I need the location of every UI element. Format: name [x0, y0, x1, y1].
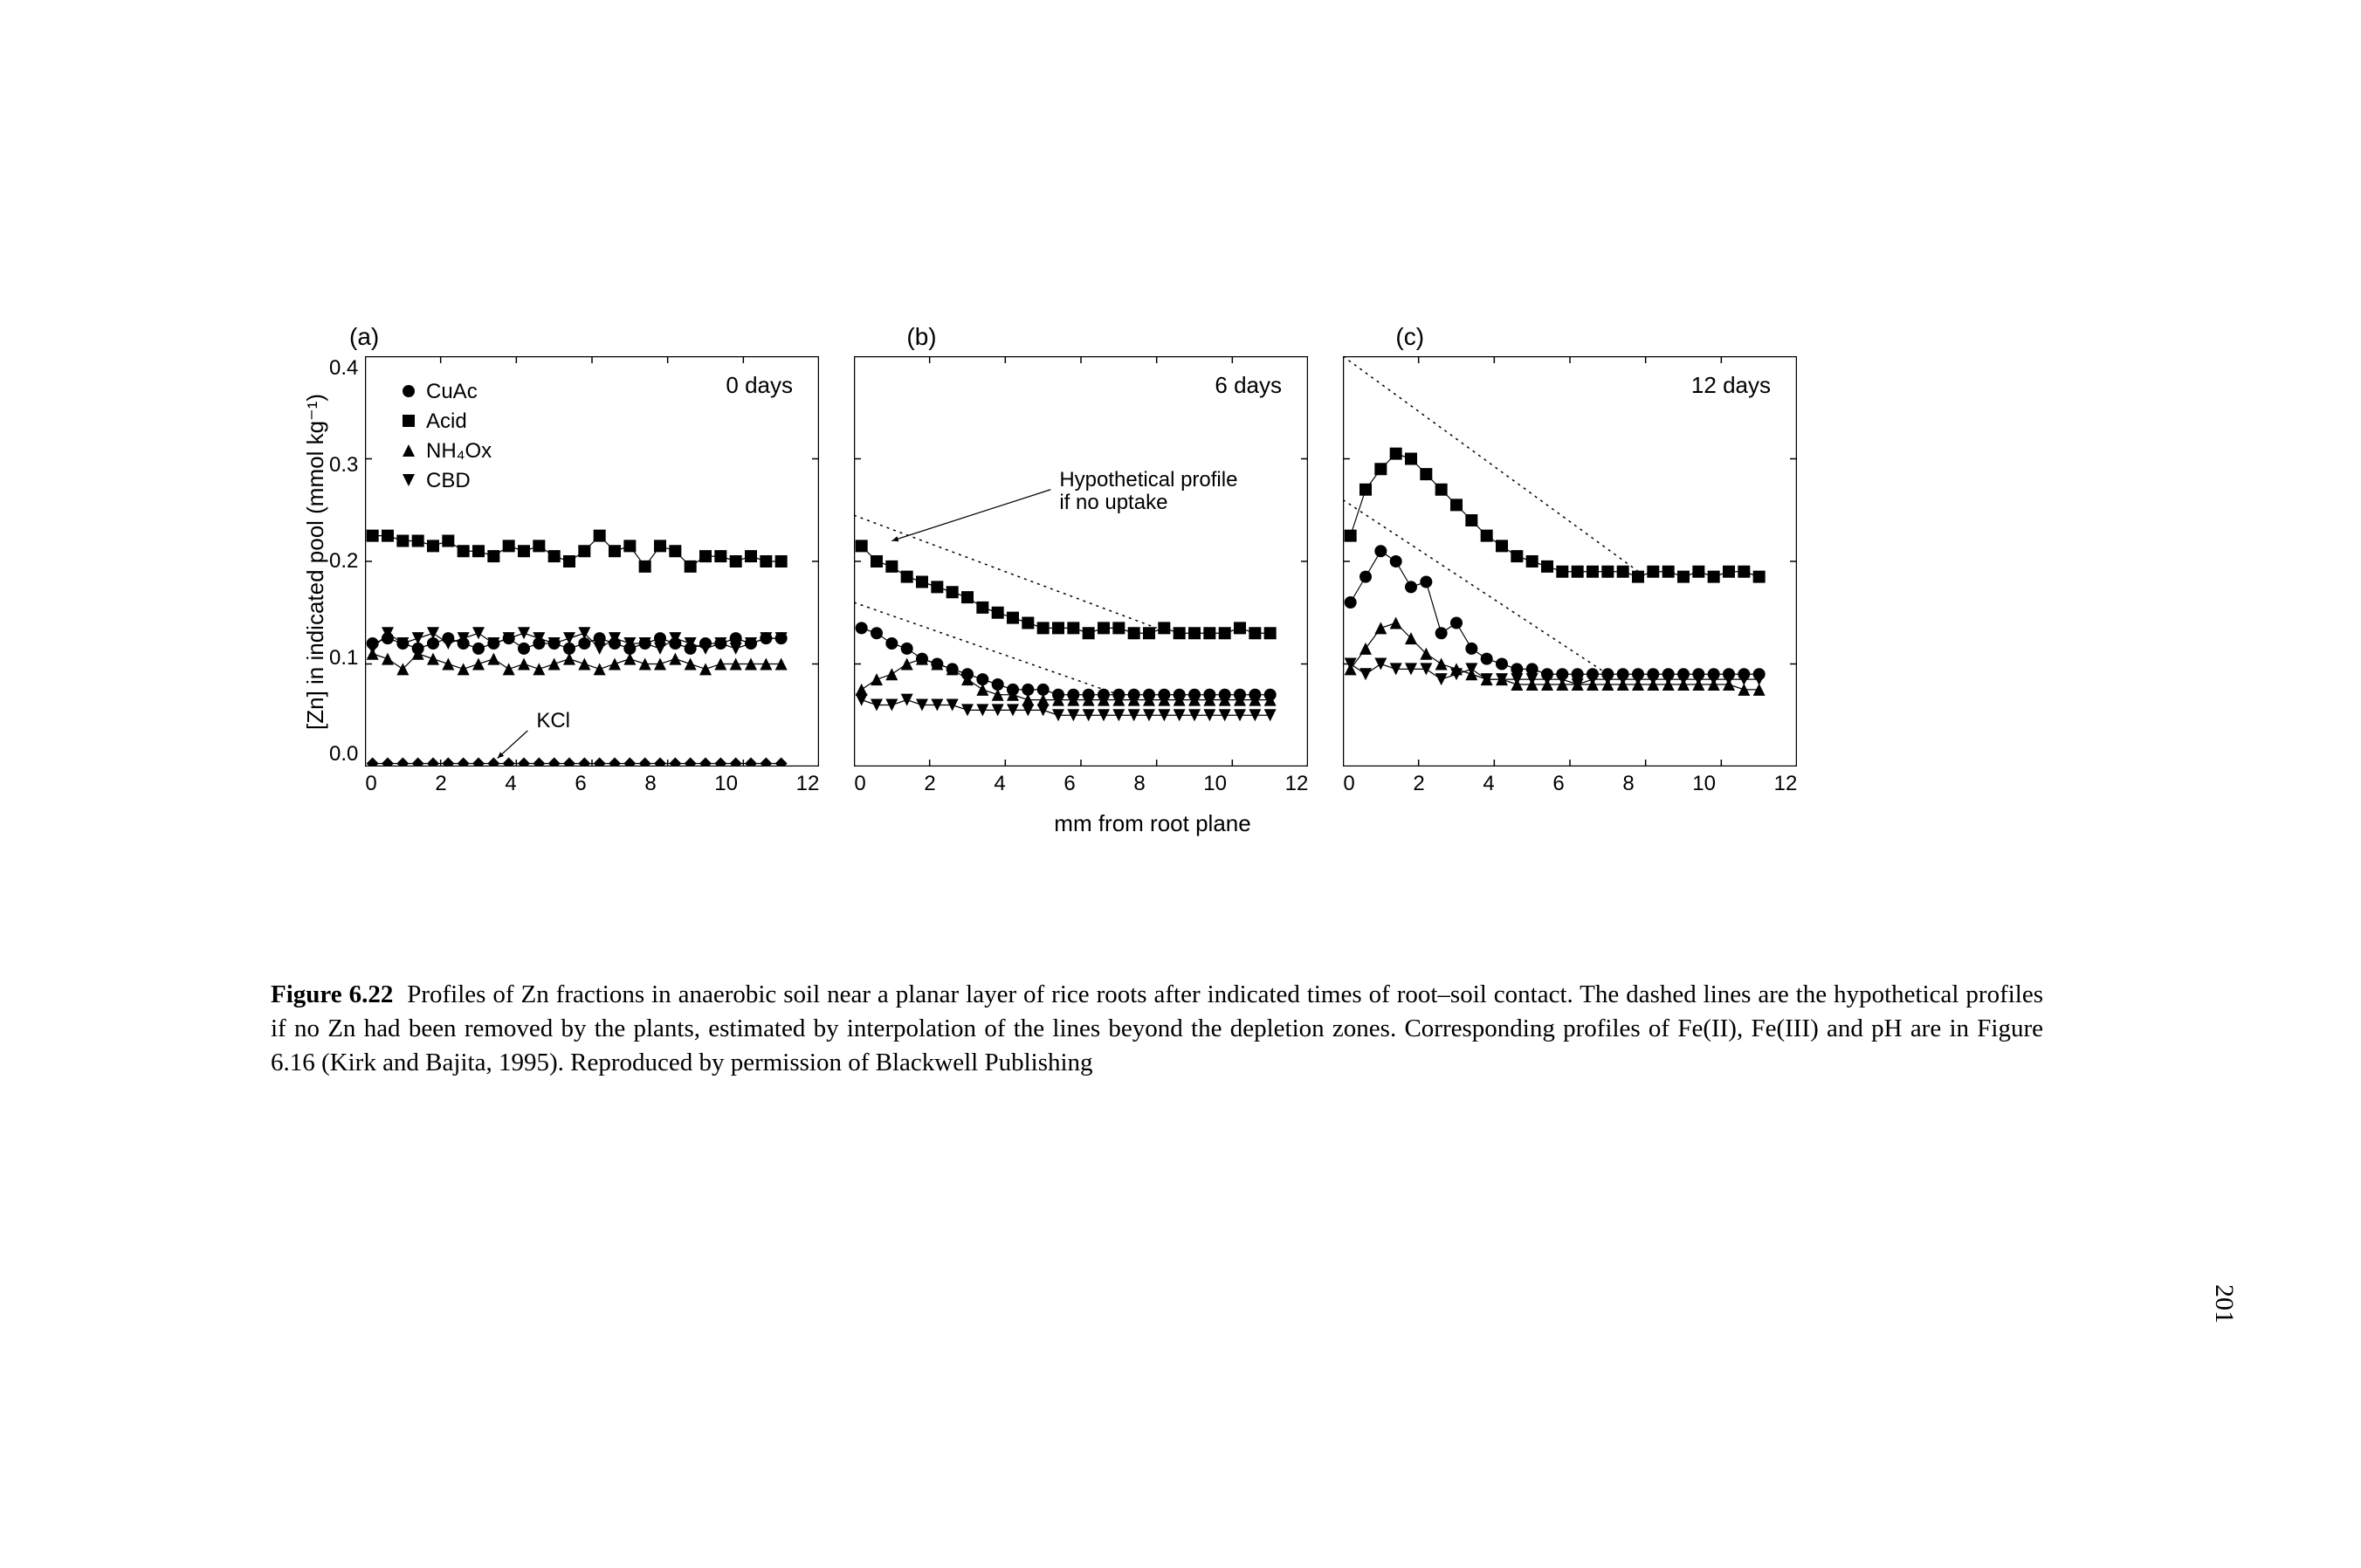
y-tick-label: 0.1: [329, 646, 358, 671]
caption-label: Figure 6.22: [271, 980, 393, 1008]
x-tick-label: 12: [796, 772, 820, 796]
panel-title: 12 days: [1691, 372, 1771, 398]
plot-area: 12 days: [1343, 356, 1797, 767]
figure-caption: Figure 6.22 Profiles of Zn fractions in …: [271, 978, 2043, 1080]
figure: (a) [Zn] in indicated pool (mmol kg⁻¹)0.4…: [297, 323, 2008, 837]
x-tick-label: 6: [1063, 772, 1075, 796]
x-tick-label: 0: [854, 772, 865, 796]
x-tick-label: 10: [1203, 772, 1227, 796]
caption-text: Profiles of Zn fractions in anaerobic so…: [271, 980, 2043, 1076]
x-tick-label: 4: [1483, 772, 1494, 796]
x-tick-label: 10: [714, 772, 738, 796]
panel: (a) [Zn] in indicated pool (mmol kg⁻¹)0.4…: [297, 323, 819, 796]
x-tick-label: 12: [1774, 772, 1798, 796]
x-tick-label: 8: [1133, 772, 1145, 796]
x-tick-label: 2: [1413, 772, 1424, 796]
panels-row: (a) [Zn] in indicated pool (mmol kg⁻¹)0.4…: [297, 323, 2008, 796]
svg-text:Acid: Acid: [426, 409, 467, 433]
x-tick-label: 8: [644, 772, 656, 796]
x-tick-label: 4: [994, 772, 1005, 796]
x-tick-label: 2: [924, 772, 935, 796]
x-ticks: 0 2 4 6 8 10 12: [854, 772, 1308, 796]
panel-letter: (a): [349, 323, 819, 351]
y-tick-label: 0.4: [329, 356, 358, 381]
panel-letter: (b): [906, 323, 1308, 351]
x-tick-label: 4: [505, 772, 516, 796]
x-ticks: 0 2 4 6 8 10 12: [365, 772, 819, 796]
y-tick-label: 0.3: [329, 453, 358, 478]
page-number: 201: [2209, 1284, 2239, 1324]
x-tick-label: 6: [1552, 772, 1564, 796]
svg-text:KCl: KCl: [537, 709, 571, 732]
y-axis-label: [Zn] in indicated pool (mmol kg⁻¹): [297, 356, 329, 767]
svg-text:CuAc: CuAc: [426, 380, 478, 403]
x-axis-label: mm from root plane: [297, 810, 2008, 837]
y-tick-label: 0.2: [329, 549, 358, 574]
svg-text:CBD: CBD: [426, 469, 471, 492]
panel: (c) 12 days 0 2 4 6 8 10 12: [1343, 323, 1797, 796]
x-tick-label: 10: [1692, 772, 1716, 796]
x-tick-label: 8: [1622, 772, 1634, 796]
svg-text:Hypothetical profile: Hypothetical profile: [1060, 468, 1238, 492]
svg-text:if no uptake: if no uptake: [1060, 491, 1168, 514]
plot-area: 6 days Hypothetical profileif no uptake: [854, 356, 1308, 767]
x-tick-label: 0: [1343, 772, 1354, 796]
x-tick-label: 12: [1285, 772, 1309, 796]
y-ticks: 0.4 0.3 0.2 0.1 0.0: [329, 356, 365, 767]
x-tick-label: 6: [575, 772, 586, 796]
svg-text:NH₄Ox: NH₄Ox: [426, 439, 492, 463]
plot-area: 0 days CuAc Acid NH₄Ox CBD KCl: [365, 356, 819, 767]
panel-letter: (c): [1395, 323, 1797, 351]
panel-title: 0 days: [726, 372, 794, 398]
y-tick-label: 0.0: [329, 742, 358, 767]
panel-title: 6 days: [1215, 372, 1283, 398]
x-tick-label: 2: [435, 772, 446, 796]
x-tick-label: 0: [365, 772, 376, 796]
page: (a) [Zn] in indicated pool (mmol kg⁻¹)0.4…: [0, 0, 2361, 1568]
panel: (b) 6 days Hypothetical profileif no uptak…: [854, 323, 1308, 796]
x-ticks: 0 2 4 6 8 10 12: [1343, 772, 1797, 796]
